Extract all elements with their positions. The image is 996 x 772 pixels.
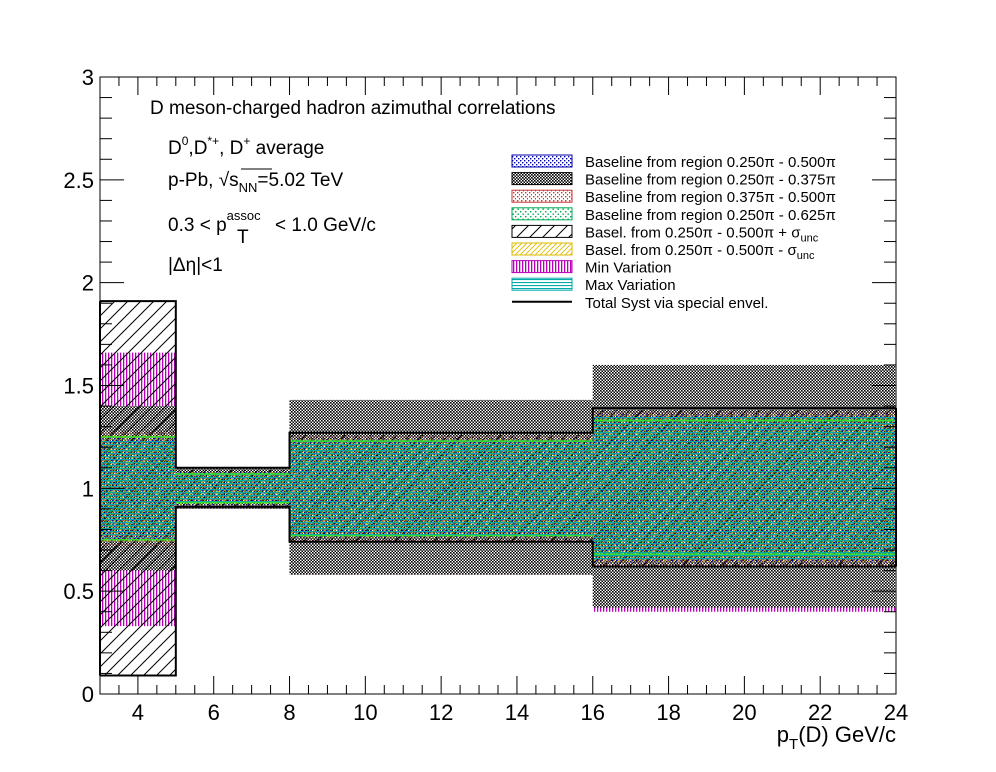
- legend-swatch-3: [511, 207, 573, 221]
- legend-label-6: Min Variation: [585, 260, 671, 277]
- legend-swatch-7: [511, 277, 573, 291]
- legend-label-1: Baseline from region 0.250π - 0.375π: [585, 172, 836, 189]
- ann-species-a: D: [168, 138, 182, 159]
- ann-species-g: average: [250, 138, 324, 159]
- x-tick-label: 14: [505, 700, 529, 725]
- ann-assoc-a: 0.3 < p: [168, 215, 227, 236]
- y-tick-label: 2: [82, 271, 94, 296]
- legend-label-4-main: Basel. from 0.250π - 0.500π + σ: [585, 224, 801, 241]
- legend-label-5-sub: unc: [797, 250, 815, 262]
- ann-species-c: ,D: [188, 138, 207, 159]
- x-tick-label: 10: [353, 700, 377, 725]
- envelope-upper: [100, 300, 896, 469]
- band-s7-bin3: [592, 416, 896, 561]
- ann-system-nn: NN: [239, 180, 258, 195]
- legend-swatch-4: [511, 224, 573, 238]
- band-s7-bin2: [289, 441, 593, 536]
- legend-swatch-5: [511, 242, 573, 256]
- bands-group: [100, 301, 896, 676]
- chart-title: D meson-charged hadron azimuthal correla…: [150, 98, 556, 119]
- legend-label-3: Baseline from region 0.250π - 0.625π: [585, 207, 836, 224]
- annotation-system: p-Pb, √sNN=5.02 TeV: [168, 170, 343, 195]
- x-axis-title-main: p: [777, 722, 789, 747]
- legend-label-2: Baseline from region 0.375π - 0.500π: [585, 189, 836, 206]
- x-axis-title-rest: (D) GeV/c: [798, 722, 896, 747]
- x-tick-label: 16: [581, 700, 605, 725]
- annotation-assoc-rest: < 1.0 GeV/c: [275, 215, 376, 236]
- legend-swatch-6: [511, 260, 573, 274]
- ann-species-d: *+: [207, 134, 219, 148]
- x-tick-label: 8: [283, 700, 295, 725]
- annotation-eta: |Δη|<1: [168, 255, 223, 276]
- ann-assoc-sup: assoc: [227, 208, 261, 223]
- y-tick-label: 0: [82, 682, 94, 707]
- x-axis-title-sub: T: [789, 736, 798, 753]
- legend-label-0: Baseline from region 0.250π - 0.500π: [585, 154, 836, 171]
- y-tick-label: 2.5: [63, 168, 94, 193]
- ann-species-f: +: [243, 134, 250, 148]
- x-tick-label: 20: [732, 700, 756, 725]
- legend-label-4-sub: unc: [800, 232, 818, 244]
- envelope-lower: [100, 505, 896, 677]
- green-lines-group: [100, 419, 896, 555]
- ann-system-val: =5.02 TeV: [257, 170, 343, 191]
- legend-label-4: Basel. from 0.250π - 0.500π + σunc: [585, 224, 819, 244]
- y-tick-label: 1.5: [63, 374, 94, 399]
- legend-label-8: Total Syst via special envel.: [585, 295, 768, 312]
- y-tick-label: 1: [82, 476, 94, 501]
- x-tick-label: 4: [132, 700, 144, 725]
- ann-system-a: p-Pb,: [168, 170, 219, 191]
- x-tick-label: 12: [429, 700, 453, 725]
- y-tick-label: 3: [82, 65, 94, 90]
- ann-system-sqrt: √: [219, 170, 230, 191]
- envelope-group: [99, 300, 897, 677]
- ann-system-s: s: [229, 170, 239, 191]
- legend: Baseline from region 0.250π - 0.500πBase…: [511, 154, 836, 312]
- x-ticks-group: 4 6 8 10 12 14 16 18 20 22 24: [99, 77, 908, 725]
- y-tick-label: 0.5: [63, 579, 94, 604]
- legend-swatch-0: [511, 154, 573, 168]
- legend-swatch-1: [511, 172, 573, 186]
- legend-label-7: Max Variation: [585, 277, 676, 294]
- x-tick-label: 6: [208, 700, 220, 725]
- ann-species-b: 0: [182, 134, 189, 148]
- x-tick-label: 24: [884, 700, 908, 725]
- x-tick-label: 18: [656, 700, 680, 725]
- x-axis-title: pT(D) GeV/c: [777, 722, 896, 753]
- y-ticks-group: 0 0.5 1 1.5 2 2.5 3: [63, 65, 896, 707]
- legend-label-5: Basel. from 0.250π - 0.500π - σunc: [585, 242, 815, 262]
- annotation-assoc-range: 0.3 < passoc: [168, 208, 261, 236]
- x-tick-label: 22: [808, 700, 832, 725]
- annotation-species: D0,D*+, D+ average: [168, 134, 324, 159]
- legend-label-5-main: Basel. from 0.250π - 0.500π - σ: [585, 242, 797, 259]
- legend-swatch-2: [511, 189, 573, 203]
- ann-species-e: , D: [219, 138, 243, 159]
- band-s7-bin1: [175, 473, 290, 503]
- annotation-assoc-sub: T: [237, 227, 249, 248]
